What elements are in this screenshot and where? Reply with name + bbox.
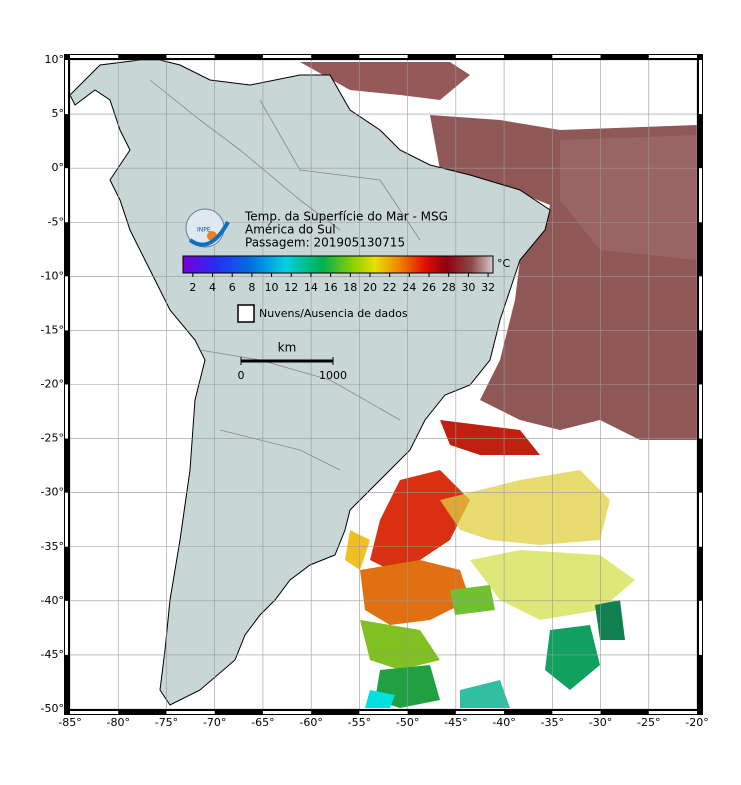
colorbar-tick-label: 30 bbox=[461, 281, 475, 294]
scale-label: 0 bbox=[238, 369, 245, 382]
title-line: Passagem: 201905130715 bbox=[245, 236, 405, 250]
frame-segment bbox=[65, 168, 68, 223]
title-line: América do Sul bbox=[245, 223, 336, 237]
logo: INPE bbox=[185, 208, 230, 248]
colorbar-tick-label: 6 bbox=[229, 281, 236, 294]
lon-tick-label: -50° bbox=[396, 716, 419, 729]
scale-label: 1000 bbox=[319, 369, 347, 382]
lat-tick-label: 10° bbox=[45, 53, 65, 66]
colorbar-tick-label: 28 bbox=[442, 281, 456, 294]
frame-segment bbox=[699, 384, 702, 439]
lat-tick-label: -30° bbox=[41, 486, 64, 499]
frame-segment bbox=[359, 711, 408, 714]
lat-tick-label: 0° bbox=[52, 161, 65, 174]
lon-tick-label: -45° bbox=[444, 716, 467, 729]
colorbar-tick-label: 14 bbox=[304, 281, 318, 294]
colorbar-tick-label: 10 bbox=[265, 281, 279, 294]
frame-segment bbox=[699, 168, 702, 223]
colorbar-tick-label: 20 bbox=[363, 281, 377, 294]
colorbar-tick-label: 2 bbox=[189, 281, 196, 294]
colorbar bbox=[182, 255, 494, 274]
lat-tick-label: -15° bbox=[41, 323, 64, 336]
lat-tick-label: 5° bbox=[52, 107, 65, 120]
frame-segment bbox=[65, 276, 68, 331]
lat-tick-label: -10° bbox=[41, 269, 64, 282]
frame-segment bbox=[699, 492, 702, 547]
frame-segment bbox=[65, 60, 68, 115]
colorbar-tick-label: 24 bbox=[402, 281, 416, 294]
colorbar-tick-label: 32 bbox=[481, 281, 495, 294]
legend-label: Nuvens/Ausencia de dados bbox=[259, 307, 408, 320]
scale-unit: km bbox=[278, 341, 297, 355]
lat-tick-label: -35° bbox=[41, 540, 64, 553]
frame-segment bbox=[699, 60, 702, 115]
colorbar-tick-label: 16 bbox=[324, 281, 338, 294]
frame-segment bbox=[262, 711, 312, 714]
frame-segment bbox=[65, 600, 68, 655]
frame-segment bbox=[65, 492, 68, 547]
lon-tick-label: -30° bbox=[589, 716, 612, 729]
frame-segment bbox=[359, 55, 408, 58]
frame-segment bbox=[166, 55, 215, 58]
colorbar-tick-label: 12 bbox=[284, 281, 298, 294]
lon-tick-label: -65° bbox=[251, 716, 274, 729]
sst-patches bbox=[300, 62, 697, 708]
frame-segment bbox=[699, 600, 702, 655]
lat-tick-label: -40° bbox=[41, 594, 64, 607]
lat-tick-label: -5° bbox=[48, 215, 64, 228]
lat-tick-label: -45° bbox=[41, 648, 64, 661]
frame-segment bbox=[552, 55, 601, 58]
frame-segment bbox=[70, 711, 119, 714]
frame-segment bbox=[648, 55, 697, 58]
frame-segment bbox=[455, 55, 505, 58]
lon-tick-label: -20° bbox=[685, 716, 708, 729]
logo-text: INPE bbox=[197, 227, 211, 234]
colorbar-tick-label: 26 bbox=[422, 281, 436, 294]
frame-segment bbox=[699, 276, 702, 331]
frame-segment bbox=[166, 711, 215, 714]
lon-tick-label: -70° bbox=[203, 716, 226, 729]
lon-tick-label: -55° bbox=[348, 716, 371, 729]
frame-segment bbox=[648, 711, 697, 714]
lon-tick-label: -85° bbox=[58, 716, 81, 729]
frame-segment bbox=[70, 55, 119, 58]
lon-tick-label: -25° bbox=[637, 716, 660, 729]
colorbar-tick-label: 4 bbox=[209, 281, 216, 294]
lat-tick-label: -25° bbox=[41, 432, 64, 445]
lon-tick-label: -75° bbox=[155, 716, 178, 729]
frame-segment bbox=[455, 711, 505, 714]
lon-tick-label: -60° bbox=[299, 716, 322, 729]
colorbar-tick-label: 22 bbox=[383, 281, 397, 294]
lon-tick-label: -35° bbox=[541, 716, 564, 729]
lon-tick-label: -40° bbox=[492, 716, 515, 729]
frame-segment bbox=[552, 711, 601, 714]
lon-tick-label: -80° bbox=[106, 716, 129, 729]
lat-tick-label: -50° bbox=[41, 702, 64, 715]
frame-segment bbox=[65, 384, 68, 439]
title-line: Temp. da Superfície do Mar - MSG bbox=[244, 210, 448, 224]
lat-tick-label: -20° bbox=[41, 378, 64, 391]
colorbar-tick-label: 8 bbox=[248, 281, 255, 294]
legend-swatch bbox=[237, 304, 255, 323]
colorbar-tick-label: 18 bbox=[343, 281, 357, 294]
frame-segment bbox=[262, 55, 312, 58]
colorbar-unit: °C bbox=[497, 257, 511, 270]
